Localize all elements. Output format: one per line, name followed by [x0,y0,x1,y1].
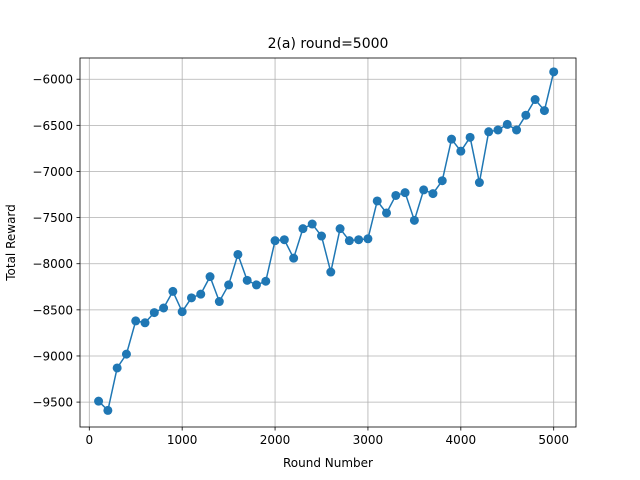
data-point [502,119,512,129]
data-point [140,318,150,328]
x-tick-label: 5000 [538,433,569,447]
x-tick-label: 3000 [353,433,384,447]
chart-title: 2(a) round=5000 [268,36,389,52]
data-point [159,303,169,313]
data-point [419,185,429,195]
data-point [94,396,104,406]
data-point [539,106,549,116]
data-point [363,234,373,244]
data-point [512,125,522,135]
y-tick-label: −9000 [32,349,73,363]
y-tick-label: −6500 [32,119,73,133]
data-point [251,280,261,290]
data-point [131,316,141,326]
data-point [372,196,382,206]
data-point [484,127,494,137]
x-tick-label: 0 [85,433,93,447]
data-point [224,280,234,290]
data-point [149,308,159,318]
data-point [177,307,187,317]
axis-ticks: 0 1000 2000 3000 4000 5000 −9500 −9000 −8500 −800… [32,73,569,447]
y-axis-label: Total Reward [4,204,18,282]
y-tick-label: −6000 [32,73,73,87]
data-point [121,349,131,359]
data-point [103,405,113,415]
data-point [316,231,326,241]
data-point [521,110,531,120]
data-point [549,67,559,77]
data-point [270,236,280,246]
y-tick-label: −9500 [32,396,73,410]
data-point [214,297,224,307]
data-point [465,132,475,142]
data-series [94,67,559,415]
data-point [233,249,243,259]
data-point [437,176,447,186]
data-point [456,146,466,156]
data-point [326,267,336,277]
data-point [428,189,438,199]
data-point [382,208,392,218]
y-tick-label: −8000 [32,257,73,271]
data-point [354,235,364,245]
data-point [186,293,196,303]
data-point [391,190,401,200]
x-tick-label: 1000 [167,433,198,447]
data-point [261,276,271,286]
x-tick-label: 4000 [446,433,477,447]
data-point [493,125,503,135]
y-tick-label: −8500 [32,303,73,317]
data-point [289,253,299,263]
data-point [530,95,540,105]
data-point [205,272,215,282]
data-point [168,286,178,296]
x-axis-label: Round Number [283,456,373,470]
y-tick-label: −7000 [32,165,73,179]
y-tick-label: −7500 [32,211,73,225]
data-point [400,188,410,198]
data-point [335,224,345,234]
data-point [409,215,419,225]
data-point [474,178,484,188]
data-point [242,275,252,285]
plot-frame [79,57,577,428]
data-point [112,363,122,373]
data-point [298,224,308,234]
data-point [279,235,289,245]
x-tick-label: 2000 [260,433,291,447]
data-point [196,289,206,299]
data-point [447,134,457,144]
data-point [344,236,354,246]
data-point [307,219,317,229]
